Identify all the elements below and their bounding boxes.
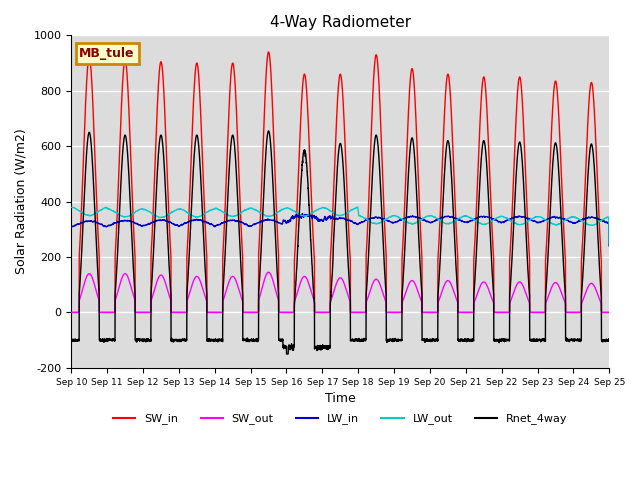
LW_out [605, 240, 613, 246]
SW_out [492, 310, 499, 315]
LW_out [431, 215, 439, 220]
LW_in [605, 220, 612, 226]
X-axis label: Time: Time [325, 392, 356, 405]
LW_in [67, 224, 75, 230]
LW_in [164, 218, 172, 224]
LW_out [67, 204, 75, 210]
SW_out [461, 310, 468, 315]
SW_in [67, 310, 75, 315]
Y-axis label: Solar Radiation (W/m2): Solar Radiation (W/m2) [15, 129, 28, 275]
SW_out [431, 310, 439, 315]
LW_out [605, 240, 613, 246]
SW_in [265, 49, 273, 55]
Line: Rnet_4way: Rnet_4way [71, 131, 609, 354]
Rnet_4way [431, 337, 439, 343]
LW_out [320, 205, 328, 211]
SW_in [431, 310, 439, 315]
LW_out [492, 216, 499, 221]
Rnet_4way [492, 338, 499, 344]
Rnet_4way [461, 336, 468, 342]
LW_out [461, 213, 468, 219]
Text: MB_tule: MB_tule [79, 47, 135, 60]
SW_in [605, 310, 613, 315]
LW_out [164, 212, 172, 217]
SW_out [321, 310, 328, 315]
Line: LW_in: LW_in [71, 214, 609, 246]
Rnet_4way [605, 337, 612, 343]
SW_in [461, 310, 468, 315]
Rnet_4way [164, 240, 172, 245]
Rnet_4way [283, 351, 291, 357]
LW_out [605, 215, 612, 220]
SW_out [605, 310, 612, 315]
LW_in [299, 211, 307, 216]
SW_in [321, 310, 328, 315]
SW_out [164, 289, 172, 295]
Rnet_4way [605, 337, 613, 343]
LW_in [321, 216, 328, 221]
SW_in [605, 310, 612, 315]
SW_in [492, 310, 499, 315]
LW_out [353, 204, 361, 210]
Line: SW_in: SW_in [71, 52, 609, 312]
SW_out [265, 269, 273, 275]
Rnet_4way [67, 337, 75, 343]
SW_out [605, 310, 613, 315]
Rnet_4way [321, 344, 328, 350]
LW_in [431, 218, 439, 224]
SW_in [164, 190, 172, 196]
LW_in [461, 219, 468, 225]
Line: LW_out: LW_out [71, 207, 609, 243]
Rnet_4way [265, 128, 273, 134]
LW_in [605, 243, 613, 249]
SW_out [67, 310, 75, 315]
Title: 4-Way Radiometer: 4-Way Radiometer [269, 15, 411, 30]
Line: SW_out: SW_out [71, 272, 609, 312]
LW_in [492, 217, 499, 223]
Legend: SW_in, SW_out, LW_in, LW_out, Rnet_4way: SW_in, SW_out, LW_in, LW_out, Rnet_4way [109, 409, 572, 429]
